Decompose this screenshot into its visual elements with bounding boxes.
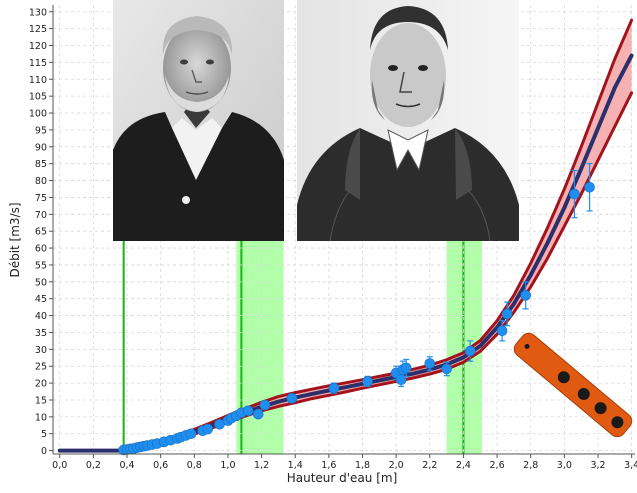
data-point-23 bbox=[242, 405, 254, 417]
y-tick-label-14: 70 bbox=[35, 210, 47, 221]
x-tick-label-11: 2,2 bbox=[422, 460, 437, 471]
y-tick-label-20: 100 bbox=[29, 109, 47, 120]
x-tick-label-5: 1,0 bbox=[220, 460, 235, 471]
x-tick-label-0: 0,0 bbox=[52, 460, 67, 471]
y-tick-label-21: 105 bbox=[29, 92, 47, 103]
orange-bar-graphic bbox=[513, 332, 633, 438]
x-tick-label-2: 0,4 bbox=[119, 460, 134, 471]
data-point-24 bbox=[252, 408, 264, 420]
x-tick-label-16: 3,2 bbox=[590, 460, 605, 471]
x-tick-label-8: 1,6 bbox=[321, 460, 336, 471]
data-point-33 bbox=[424, 358, 436, 369]
data-point-34 bbox=[441, 363, 452, 375]
x-tick-label-7: 1,4 bbox=[288, 460, 303, 471]
x-axis-title: Hauteur d'eau [m] bbox=[287, 471, 398, 485]
y-tick-label-6: 30 bbox=[35, 345, 47, 356]
y-tick-label-17: 85 bbox=[35, 159, 47, 170]
y-axis-title: Débit [m3/s] bbox=[8, 202, 22, 277]
data-point-27 bbox=[328, 382, 340, 394]
y-tick-label-24: 120 bbox=[29, 41, 47, 52]
y-tick-label-10: 50 bbox=[35, 277, 47, 288]
y-tick-label-19: 95 bbox=[35, 125, 47, 136]
y-tick-label-4: 20 bbox=[35, 379, 47, 390]
y-tick-label-15: 75 bbox=[35, 193, 47, 204]
x-tick-label-15: 3,0 bbox=[557, 460, 572, 471]
y-tick-label-1: 5 bbox=[41, 429, 47, 440]
y-tick-label-16: 80 bbox=[35, 176, 47, 187]
x-tick-label-4: 0,8 bbox=[187, 460, 202, 471]
y-tick-label-18: 90 bbox=[35, 142, 47, 153]
y-tick-label-11: 55 bbox=[35, 260, 47, 271]
y-tick-label-7: 35 bbox=[35, 328, 47, 339]
x-tick-label-12: 2,4 bbox=[456, 460, 471, 471]
y-tick-label-2: 10 bbox=[35, 412, 47, 423]
y-tick-label-3: 15 bbox=[35, 395, 47, 406]
x-tick-label-3: 0,6 bbox=[153, 460, 168, 471]
data-point-28 bbox=[362, 376, 373, 387]
data-point-36 bbox=[496, 325, 508, 337]
data-point-35 bbox=[464, 345, 476, 357]
data-point-26 bbox=[286, 392, 298, 404]
x-tick-label-6: 1,2 bbox=[254, 460, 269, 471]
x-tick-label-1: 0,2 bbox=[86, 460, 101, 471]
y-tick-label-9: 45 bbox=[35, 294, 47, 305]
data-point-37 bbox=[501, 308, 513, 320]
band-upper-edge bbox=[122, 18, 634, 452]
x-tick-label-10: 2,0 bbox=[389, 460, 404, 471]
x-tick-label-13: 2,6 bbox=[490, 460, 505, 471]
x-tick-label-9: 1,8 bbox=[355, 460, 370, 471]
y-tick-label-13: 65 bbox=[35, 227, 47, 238]
data-point-39 bbox=[569, 188, 580, 200]
data-point-38 bbox=[520, 290, 531, 301]
y-tick-label-12: 60 bbox=[35, 244, 47, 255]
portrait-engraving-cleric bbox=[297, 0, 519, 242]
data-point-32 bbox=[400, 362, 412, 374]
y-tick-label-26: 130 bbox=[29, 7, 47, 18]
x-tick-labels: 0,0 0,2 0,4 0,6 0,8 1,0 1,2 1,4 1,6 1,8 2,0 2,2 2,4 2… bbox=[52, 454, 637, 471]
x-tick-label-14: 2,8 bbox=[523, 460, 538, 471]
data-point-40 bbox=[584, 182, 595, 193]
portrait-photo-gentleman bbox=[113, 0, 284, 241]
data-point-30 bbox=[395, 374, 407, 386]
y-tick-label-25: 125 bbox=[29, 24, 47, 35]
data-point-25 bbox=[259, 399, 271, 411]
y-tick-label-5: 25 bbox=[35, 362, 47, 373]
axes bbox=[52, 5, 635, 455]
y-tick-label-22: 110 bbox=[29, 75, 47, 86]
x-tick-label-17: 3,4 bbox=[624, 460, 637, 471]
data-point-17 bbox=[202, 423, 214, 435]
y-tick-label-8: 40 bbox=[35, 311, 47, 322]
y-tick-label-23: 115 bbox=[29, 58, 47, 69]
observation-points bbox=[118, 163, 595, 456]
y-tick-label-0: 0 bbox=[41, 446, 47, 457]
y-tick-labels: 0 5 10 15 20 25 30 35 40 45 50 55 60 65 70 75 80 85 90 95 10… bbox=[29, 7, 53, 457]
data-point-15 bbox=[185, 428, 197, 440]
